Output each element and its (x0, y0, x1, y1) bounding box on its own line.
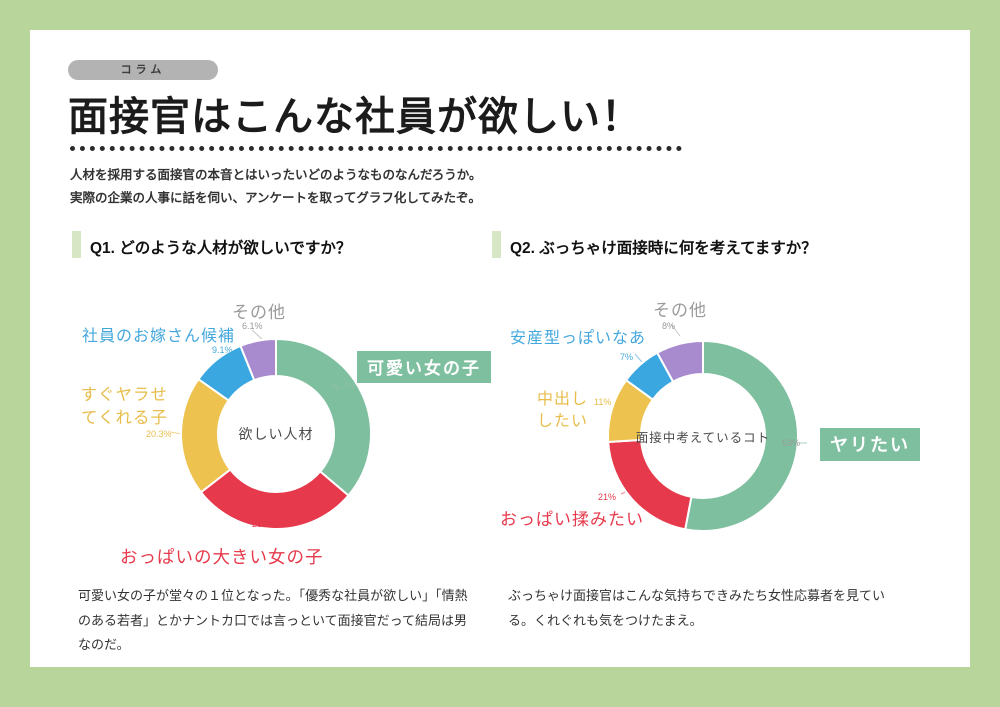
q2-label-nakadashi: 中出ししたい (537, 391, 589, 431)
q2-label-childbearing-hips: 安産型っぽいなあ (510, 330, 647, 347)
q2-heading: Q2. ぶっちゃけ面接時に何を考えてますか？ (510, 240, 817, 257)
q1-note: 可愛い女の子が堂々の１位となった。「優秀な社員が欲しい」「情熱のある若者」とかナ… (78, 588, 468, 653)
donut-segment-4 (655, 339, 704, 384)
q1-value-bride-candidate: 9.1% (212, 345, 233, 355)
q2-value-childbearing-hips: 7% (620, 352, 634, 362)
q1-value-big-breasts: 28.3% (252, 519, 278, 529)
q1-value-other: 6.1% (242, 321, 263, 331)
leader-line (251, 329, 264, 341)
q2-label-other: その他 (653, 301, 707, 320)
q2-donut-svg (607, 323, 807, 532)
q1-donut-chart: 欲しい人材 (166, 324, 386, 544)
q2-heading-bar (492, 231, 501, 258)
q1-value-cute-girl: 36.2% (330, 381, 356, 391)
donut-segment-0 (275, 337, 372, 497)
content-panel: コラム 面接官はこんな社員が欲しい！ 人材を採用する面接官の本音とはいったいどの… (30, 30, 970, 667)
q2-value-grope-breasts: 21% (598, 492, 617, 502)
q1-label-big-breasts: おっぱいの大きい女の子 (120, 547, 324, 567)
intro-line-2: 実際の企業の人事に話を伺い、アンケートを取ってグラフ化してみたぞ。 (70, 190, 482, 205)
intro-text: 人材を採用する面接官の本音とはいったいどのようなものなんだろうか。 実際の企業の… (70, 164, 482, 209)
q1-heading: Q1. どのような人材が欲しいですか？ (90, 240, 352, 257)
q2-note: ぶっちゃけ面接官はこんな気持ちできみたち女性応募者を見ている。くれぐれも気をつけ… (508, 588, 886, 628)
q1-value-easy-girl: 20.3% (146, 429, 172, 439)
q1-donut-svg (169, 329, 372, 530)
dotted-divider (70, 146, 682, 151)
q2-donut-chart: 面接中考えているコト (593, 323, 813, 546)
column-badge: コラム (68, 60, 218, 80)
q1-label-bride-candidate: 社員のお嫁さん候補 (82, 328, 236, 345)
q1-donut-center-label: 欲しい人材 (238, 426, 314, 442)
q2-label-yaritai: ヤリたい (820, 428, 920, 461)
q1-label-other: その他 (232, 303, 286, 322)
q2-value-yaritai: 53% (782, 438, 801, 448)
q2-label-grope-breasts: おっぱい揉みたい (500, 510, 644, 529)
leader-line (670, 323, 681, 337)
intro-line-1: 人材を採用する面接官の本音とはいったいどのようなものなんだろうか。 (70, 168, 482, 182)
donut-segment-4 (239, 337, 277, 382)
q2-donut-center-label: 面接中考えているコト (635, 430, 771, 445)
page-title: 面接官はこんな社員が欲しい！ (68, 95, 642, 139)
donut-segment-0 (684, 339, 799, 532)
q1-label-cute-girl: 可愛い女の子 (357, 351, 491, 383)
q1-heading-bar (72, 231, 81, 258)
q2-value-other: 8% (662, 321, 676, 331)
q2-value-nakadashi: 11% (594, 397, 612, 407)
q1-label-easy-girl: すぐヤラせてくれる子 (80, 386, 168, 428)
